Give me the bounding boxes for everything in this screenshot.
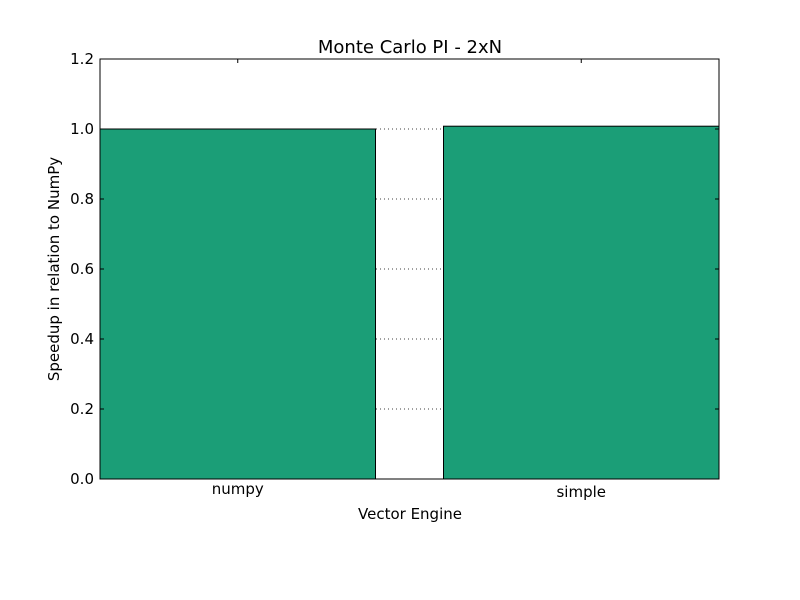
- y-axis-label: Speedup in relation to NumPy: [45, 157, 63, 381]
- y-tick-label-4: 0.8: [70, 190, 94, 208]
- bar-simple: [443, 125, 720, 480]
- y-tick-label-3: 0.6: [70, 260, 94, 278]
- y-tick-label-1: 0.2: [70, 400, 94, 418]
- x-tick-label-numpy: numpy: [212, 480, 264, 498]
- x-tick-label-simple: simple: [556, 483, 606, 501]
- y-tick-label-5: 1.0: [70, 120, 94, 138]
- x-axis-label: Vector Engine: [358, 505, 462, 523]
- y-tick-label-6: 1.2: [70, 50, 94, 68]
- bar-numpy: [99, 128, 376, 480]
- y-tick-label-0: 0.0: [70, 470, 94, 488]
- plot-area: numpy simple 0.0 0.2 0.4 0.6 0.8 1.0 1.2: [70, 50, 720, 501]
- chart-title: Monte Carlo PI - 2xN: [318, 37, 502, 58]
- y-tick-label-2: 0.4: [70, 330, 94, 348]
